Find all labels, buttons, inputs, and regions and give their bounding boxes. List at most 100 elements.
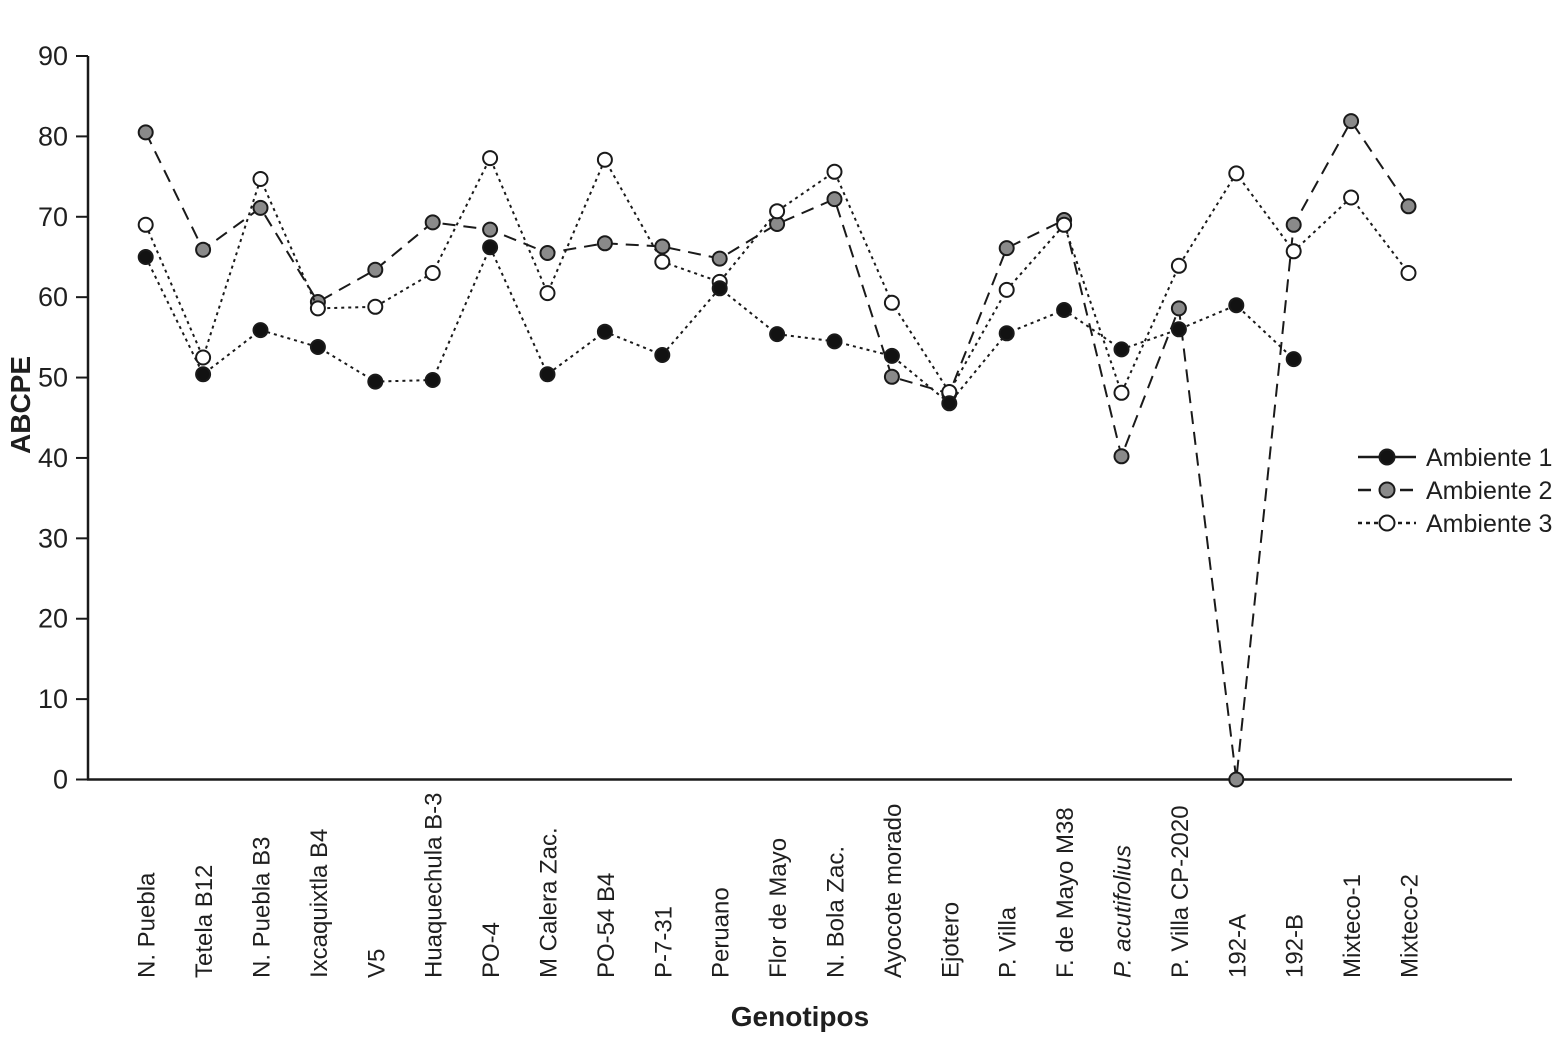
category-label: Mixteco-2 (1397, 874, 1424, 978)
marker-ambiente-3-192-a (1228, 165, 1245, 182)
marker-ambiente-2-192-b (1285, 216, 1302, 233)
category-label: Huaquechula B-3 (421, 793, 448, 978)
marker-ambiente-2-po-54-b4 (596, 235, 613, 252)
marker-ambiente-1-p-villa (998, 325, 1015, 342)
marker-ambiente-3-p-villa (998, 281, 1015, 298)
marker-ambiente-1-po-54-b4 (596, 323, 613, 340)
category-label: N. Puebla (134, 872, 161, 978)
marker-ambiente-1-tetela-b12 (195, 366, 212, 383)
marker-ambiente-1-n-puebla (137, 249, 154, 265)
y-tick-label: 90 (38, 41, 68, 71)
marker-ambiente-1-192-a (1228, 297, 1245, 314)
legend-marker-ambiente-1 (1378, 448, 1396, 466)
marker-ambiente-3-f-de-mayo-m38 (1056, 216, 1073, 233)
marker-ambiente-1-n-bola-zac- (826, 333, 843, 350)
marker-ambiente-2-p-acutifolius (1113, 448, 1130, 465)
legend-label-ambiente-1: Ambiente 1 (1426, 444, 1552, 472)
legend-label-ambiente-3: Ambiente 3 (1426, 510, 1552, 538)
marker-ambiente-2-n-puebla (137, 124, 154, 141)
marker-ambiente-2-peruano (711, 250, 728, 267)
marker-ambiente-1-po-4 (482, 239, 499, 256)
marker-ambiente-2-p-7-31 (654, 238, 671, 255)
marker-ambiente-1-f-de-mayo-m38 (1056, 302, 1073, 318)
marker-ambiente-1-m-calera-zac- (539, 366, 556, 383)
y-tick-label: 20 (38, 604, 68, 634)
category-label: P. Villa (995, 906, 1022, 978)
marker-ambiente-2-huaquechula-b-3 (424, 214, 441, 231)
y-tick-label: 70 (38, 202, 68, 232)
marker-ambiente-1-p-villa-cp-2020 (1170, 321, 1187, 338)
marker-ambiente-3-ayocote-morado (883, 294, 900, 311)
marker-ambiente-3-flor-de-mayo (769, 203, 786, 220)
series-line-ambiente-1 (144, 244, 1295, 405)
category-label: P. acutifolius (1110, 845, 1137, 978)
marker-ambiente-1-192-b (1285, 351, 1302, 368)
marker-ambiente-2-p-villa (998, 240, 1015, 257)
marker-ambiente-3-tetela-b12 (195, 349, 212, 366)
marker-ambiente-3-n-bola-zac- (826, 163, 843, 180)
marker-ambiente-3-p-acutifolius (1113, 384, 1130, 401)
marker-ambiente-1-p-acutifolius (1113, 341, 1130, 358)
category-label: Ejotero (937, 902, 964, 978)
marker-ambiente-3-n-puebla (137, 216, 154, 233)
category-label: PO-4 (478, 922, 505, 978)
legend-marker-ambiente-3 (1378, 514, 1396, 532)
marker-ambiente-3-p-villa-cp-2020 (1170, 257, 1187, 274)
marker-ambiente-1-ayocote-morado (883, 347, 900, 364)
marker-ambiente-3-p-7-31 (654, 253, 671, 270)
marker-ambiente-3-v5 (367, 298, 384, 315)
category-label: PO-54 B4 (593, 873, 620, 978)
marker-ambiente-1-huaquechula-b-3 (424, 372, 441, 388)
category-label: P-7-31 (650, 906, 677, 978)
marker-ambiente-3-192-b (1285, 243, 1302, 260)
y-tick-label: 30 (38, 523, 68, 553)
marker-ambiente-2-v5 (367, 261, 384, 278)
marker-ambiente-1-ejotero (941, 395, 958, 412)
category-label: 192-A (1224, 914, 1251, 978)
marker-ambiente-3-po-54-b4 (596, 151, 613, 168)
y-tick-label: 50 (38, 363, 68, 393)
category-label: Mixteco-1 (1339, 874, 1366, 978)
y-tick-label: 60 (38, 282, 68, 312)
series-line-ambiente-2 (144, 119, 1410, 780)
marker-ambiente-2-p-villa-cp-2020 (1170, 300, 1187, 317)
marker-ambiente-2-mixteco-1 (1343, 113, 1360, 130)
category-label: Ixcaquixtla B4 (306, 829, 333, 978)
category-label: M Calera Zac. (536, 827, 563, 978)
y-tick-label: 0 (53, 765, 68, 795)
y-tick-label: 10 (38, 684, 68, 714)
marker-ambiente-2-m-calera-zac- (539, 245, 556, 261)
category-label: Ayocote morado (880, 804, 907, 978)
marker-ambiente-3-po-4 (482, 150, 499, 167)
marker-ambiente-2-ayocote-morado (883, 368, 900, 385)
marker-ambiente-1-p-7-31 (654, 347, 671, 363)
y-tick-label: 40 (38, 443, 68, 473)
marker-ambiente-2-n-bola-zac- (826, 191, 843, 208)
marker-ambiente-3-m-calera-zac- (539, 285, 556, 302)
category-label: Tetela B12 (191, 865, 218, 978)
marker-ambiente-3-n-puebla-b3 (252, 171, 269, 187)
legend-label-ambiente-2: Ambiente 2 (1426, 477, 1552, 505)
marker-ambiente-2-po-4 (482, 221, 499, 238)
category-label: Peruano (708, 887, 735, 978)
category-label: Flor de Mayo (765, 838, 792, 978)
x-axis-title: Genotipos (731, 1001, 869, 1032)
marker-ambiente-2-tetela-b12 (195, 241, 212, 258)
marker-ambiente-2-192-a (1228, 771, 1245, 788)
category-label: N. Bola Zac. (823, 846, 850, 978)
category-label: F. de Mayo M38 (1052, 807, 1079, 978)
category-label: 192-B (1282, 914, 1309, 978)
marker-ambiente-1-n-puebla-b3 (252, 322, 269, 339)
marker-ambiente-2-mixteco-2 (1400, 198, 1417, 215)
marker-ambiente-1-flor-de-mayo (769, 326, 786, 343)
series-line-ambiente-3 (144, 155, 1410, 396)
marker-ambiente-2-n-puebla-b3 (252, 199, 269, 216)
marker-ambiente-3-ixcaquixtla-b4 (309, 300, 326, 317)
marker-ambiente-3-mixteco-1 (1343, 189, 1360, 206)
y-tick-label: 80 (38, 121, 68, 151)
category-label: P. Villa CP-2020 (1167, 805, 1194, 978)
category-label: V5 (363, 949, 390, 978)
marker-ambiente-1-ixcaquixtla-b4 (309, 339, 326, 355)
